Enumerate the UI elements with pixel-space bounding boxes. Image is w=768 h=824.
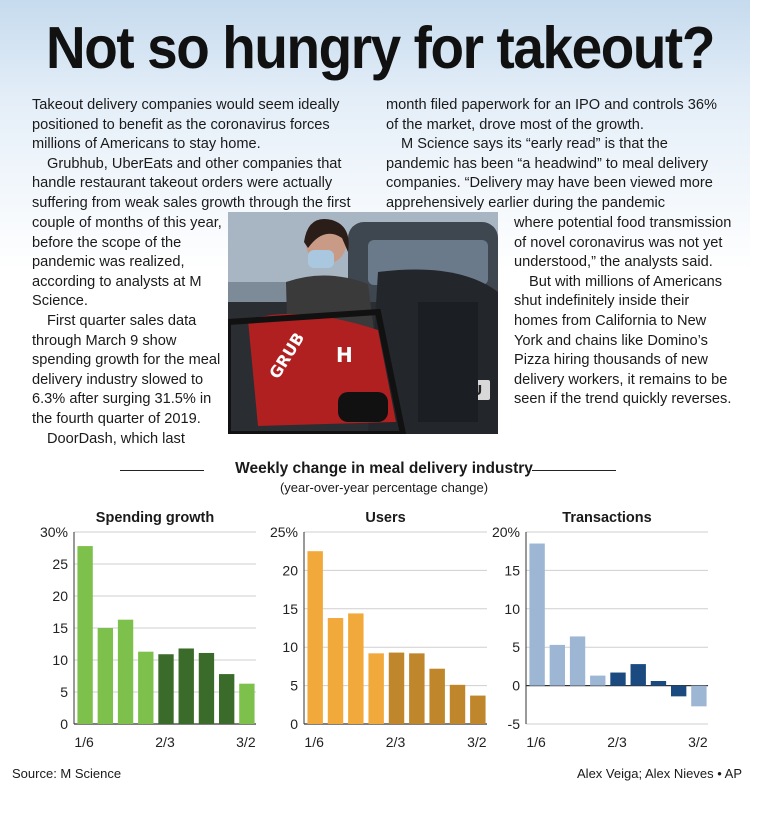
transactions-xtick-label: 2/3 — [607, 734, 627, 750]
users-ytick-label: 10 — [282, 639, 298, 655]
transactions-bar — [590, 675, 606, 686]
bar-charts: Spending growth 30% 25 20 15 10 5 0 1/6 2/3 3/2 Use… — [40, 510, 708, 750]
users-bar — [449, 684, 466, 724]
spending-bar — [97, 628, 114, 724]
users-bar — [348, 613, 364, 724]
spending-ytick-label: 5 — [60, 684, 68, 700]
spending-ytick-label: 0 — [60, 716, 68, 732]
transactions-bar — [529, 543, 545, 686]
transactions-bar — [691, 685, 707, 707]
transactions-bar — [569, 636, 586, 686]
spending-ytick-label: 25 — [52, 556, 68, 572]
transactions-bar — [670, 685, 687, 697]
paragraph: M Science says its “early read” is that … — [386, 136, 713, 211]
chart-title: Weekly change in meal delivery industry — [235, 460, 533, 477]
spending-xtick-label: 2/3 — [155, 734, 175, 750]
users-ytick-label: 25% — [270, 524, 298, 540]
spending-bar — [239, 683, 255, 724]
users-bar — [470, 695, 486, 724]
spending-bar — [138, 651, 154, 724]
spending-bar — [218, 674, 235, 724]
divider-right — [532, 470, 616, 471]
transactions-ytick-label: 20% — [492, 524, 520, 540]
source-note: Source: M Science — [12, 766, 122, 781]
article-column-1: Takeout delivery companies would seem id… — [32, 96, 354, 214]
transactions-bar — [549, 644, 566, 686]
users-bar — [327, 618, 344, 724]
paragraph: Grubhub, UberEats and other companies th… — [32, 155, 351, 211]
paragraph: couple of months of this year, before th… — [32, 215, 222, 310]
users-bar — [307, 551, 323, 724]
transactions-ytick-label: 5 — [512, 639, 520, 655]
transactions-ytick-label: 0 — [512, 678, 520, 694]
spending-ytick-label: 20 — [52, 588, 68, 604]
paragraph: month filed paperwork for an IPO and con… — [386, 97, 717, 133]
article-column-2: month filed paperwork for an IPO and con… — [386, 96, 724, 214]
bag-brand-letter: H — [336, 343, 353, 367]
transactions-xtick-label: 3/2 — [688, 734, 708, 750]
users-bar — [388, 652, 405, 724]
headline: Not so hungry for takeout? — [46, 15, 715, 81]
spending-chart-title: Spending growth — [96, 510, 214, 526]
spending-ytick-label: 10 — [52, 652, 68, 668]
users-xtick-label: 1/6 — [304, 734, 324, 750]
users-chart-title: Users — [365, 510, 405, 526]
spending-bar — [77, 546, 93, 724]
users-bar — [368, 653, 384, 724]
transactions-chart-title: Transactions — [562, 510, 651, 526]
transactions-bar — [610, 672, 626, 686]
credit-line: Alex Veiga; Alex Nieves • AP — [577, 766, 742, 781]
users-xtick-label: 3/2 — [467, 734, 487, 750]
photo-illustration: U GRUB H — [228, 212, 498, 434]
spending-bar — [198, 652, 215, 724]
article-column-2-wrap: where potential food transmission of nov… — [514, 214, 732, 410]
paragraph: But with millions of Americans shut inde… — [514, 273, 732, 408]
article-column-1-wrap: couple of months of this year, before th… — [32, 214, 224, 449]
spending-ytick-label: 15 — [52, 620, 68, 636]
chart-subtitle: (year-over-year percentage change) — [279, 480, 489, 495]
spending-xtick-label: 3/2 — [236, 734, 256, 750]
spending-ytick-label: 30% — [40, 524, 68, 540]
spending-xtick-label: 1/6 — [74, 734, 94, 750]
paragraph: First quarter sales data through March 9… — [32, 312, 221, 427]
users-ytick-label: 15 — [282, 601, 298, 617]
transactions-ytick-label: 15 — [504, 562, 520, 578]
users-bar — [429, 668, 445, 724]
paragraph: DoorDash, which last — [47, 430, 185, 447]
divider-left — [120, 470, 204, 471]
transactions-bar — [650, 680, 667, 686]
transactions-ytick-label: -5 — [508, 716, 521, 732]
paragraph: Takeout delivery companies would seem id… — [32, 97, 340, 153]
spending-bar — [158, 654, 174, 724]
paragraph: where potential food transmission of nov… — [514, 215, 732, 271]
spending-bar — [117, 619, 134, 724]
users-xtick-label: 2/3 — [386, 734, 406, 750]
spending-bar — [178, 648, 194, 724]
news-photo: U GRUB H — [228, 212, 498, 434]
users-ytick-label: 20 — [282, 562, 298, 578]
users-ytick-label: 0 — [290, 716, 298, 732]
users-ytick-label: 5 — [290, 678, 298, 694]
transactions-ytick-label: 10 — [504, 601, 520, 617]
transactions-xtick-label: 1/6 — [526, 734, 546, 750]
transactions-bar — [630, 664, 646, 686]
users-bar — [409, 653, 425, 724]
